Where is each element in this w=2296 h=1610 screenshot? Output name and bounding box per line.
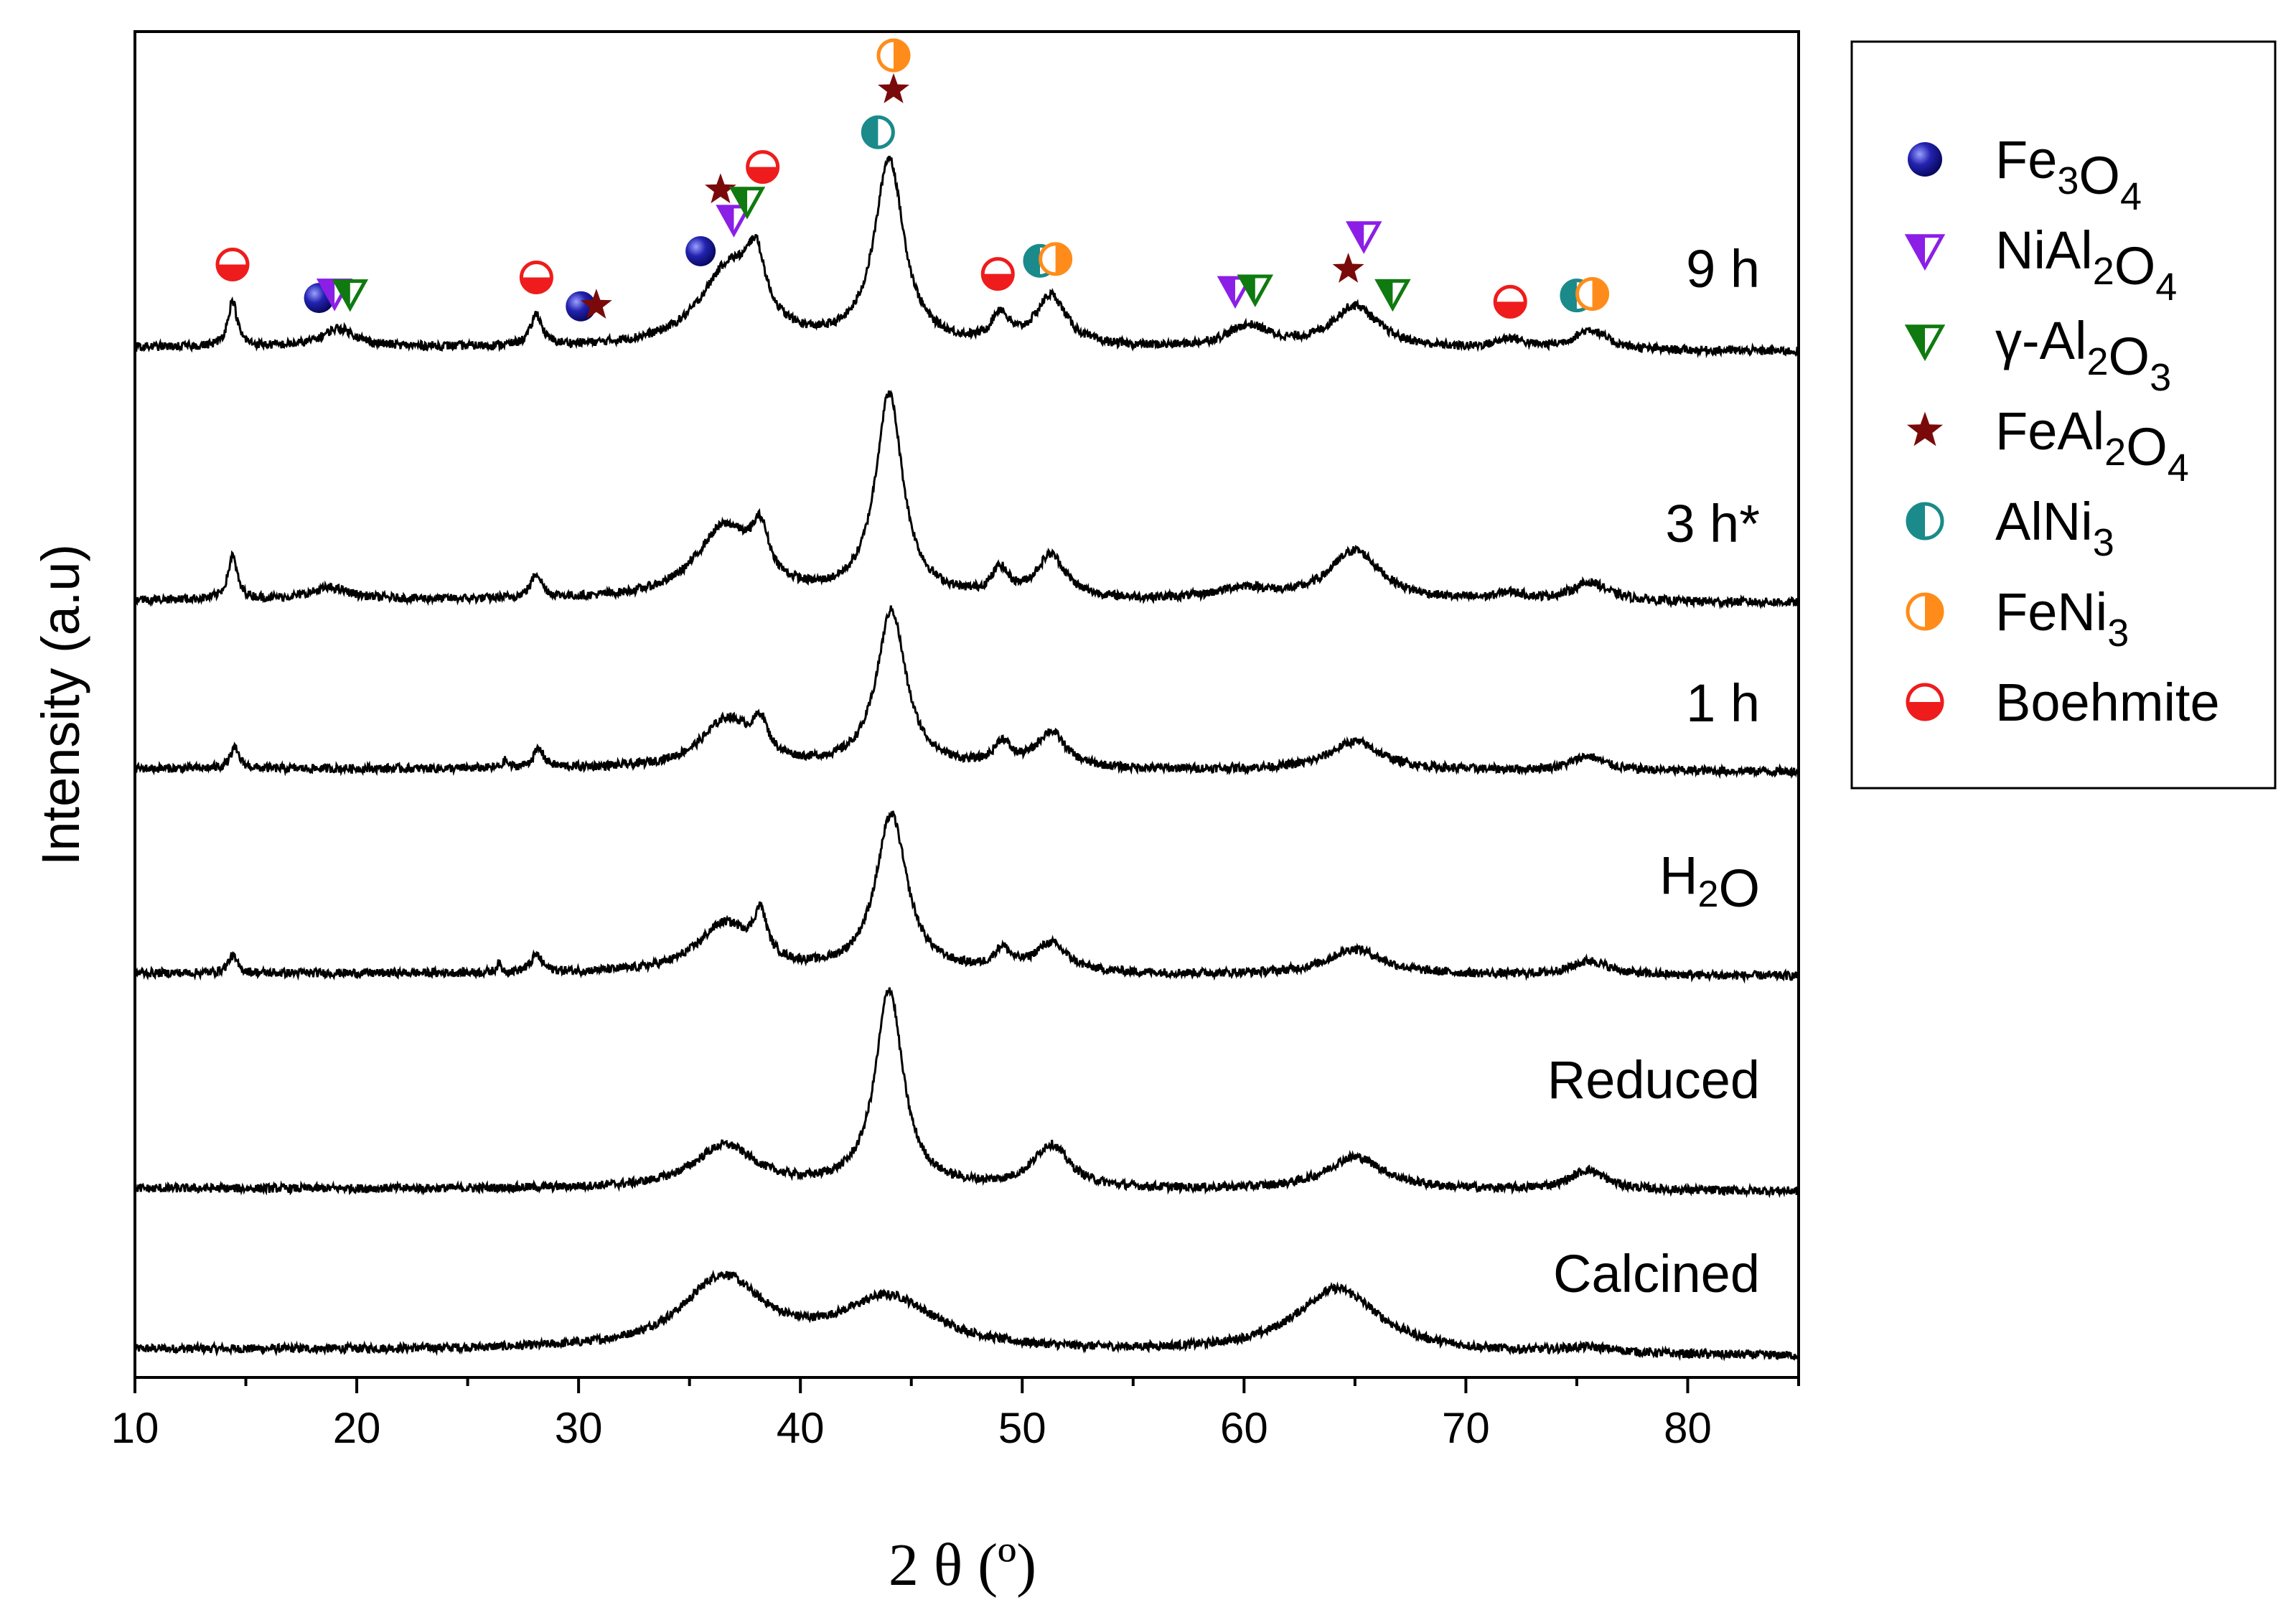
- marker-al2o3: [1374, 279, 1411, 312]
- series-line-9h: [133, 155, 1800, 359]
- series-label: H2O: [1659, 846, 1760, 918]
- legend-label-al2o3: γ-Al2O3: [1995, 311, 2171, 399]
- marker-boehmite: [980, 257, 1015, 291]
- marker-al2o3: [1237, 274, 1274, 308]
- legend-symbol-feni3: [1906, 592, 1944, 631]
- legend-symbol-alni3: [1906, 502, 1944, 540]
- phase-markers: [215, 38, 1610, 322]
- marker-boehmite: [519, 260, 553, 294]
- marker-nial2o4: [1345, 221, 1382, 254]
- x-tick-label: 30: [555, 1404, 603, 1452]
- series-line-Reduced: [133, 987, 1800, 1199]
- series-line-Calcined: [133, 1269, 1800, 1362]
- marker-boehmite: [746, 150, 780, 184]
- legend-symbol-boehmite: [1906, 683, 1944, 721]
- legend-label-feal2o4: FeAl2O4: [1995, 401, 2189, 490]
- legend-symbol-fe3o4: [1908, 142, 1942, 177]
- series-label: 1 h: [1686, 673, 1760, 733]
- marker-feni3: [876, 38, 911, 72]
- marker-nial2o4: [716, 205, 752, 238]
- marker-fe3o4: [685, 235, 716, 266]
- legend-label-fe3o4: Fe3O4: [1995, 130, 2142, 218]
- series-line-H2O: [133, 810, 1800, 984]
- series-label: 9 h: [1686, 239, 1760, 299]
- series-labels: Calcined Reduced H2O 1 h 3 h* 9 h: [1547, 239, 1760, 1304]
- series-layer: [133, 155, 1800, 1362]
- series-line-3h: [133, 390, 1800, 610]
- x-tick-label: 40: [777, 1404, 825, 1452]
- x-tick-label: 50: [998, 1404, 1046, 1452]
- marker-al2o3: [332, 279, 369, 312]
- x-axis-ticks: 10 20 30 40 50 60 70 80: [111, 1377, 1800, 1452]
- marker-boehmite: [215, 248, 250, 282]
- legend-label-nial2o4: NiAl2O4: [1995, 220, 2177, 309]
- marker-boehmite: [1493, 284, 1527, 319]
- plot-frame: [133, 30, 1800, 1379]
- series-label: Calcined: [1553, 1244, 1760, 1304]
- marker-feni3: [1575, 276, 1610, 311]
- y-axis-title: Intensity (a.u): [31, 544, 90, 866]
- legend-label-alni3: AlNi3: [1995, 492, 2114, 564]
- marker-al2o3: [728, 187, 766, 220]
- legend-label-feni3: FeNi3: [1995, 582, 2129, 655]
- x-tick-label: 70: [1442, 1404, 1490, 1452]
- marker-feni3: [1039, 242, 1073, 276]
- x-tick-label: 80: [1664, 1404, 1712, 1452]
- series-line-1h: [133, 605, 1800, 780]
- series-label: 3 h*: [1665, 494, 1760, 553]
- marker-feal2o4: [705, 173, 736, 204]
- marker-feal2o4: [878, 73, 909, 103]
- legend-symbol-al2o3: [1904, 324, 1946, 362]
- x-tick-label: 60: [1220, 1404, 1268, 1452]
- marker-feal2o4: [1332, 253, 1364, 283]
- marker-feal2o4: [580, 289, 612, 319]
- x-tick-label: 20: [333, 1404, 381, 1452]
- legend-symbol-feal2o4: [1906, 411, 1944, 446]
- marker-alni3: [861, 115, 895, 149]
- legend-symbol-nial2o4: [1904, 234, 1946, 271]
- x-axis-title: 2 θ (º): [889, 1532, 1036, 1599]
- legend-label-boehmite: Boehmite: [1995, 673, 2220, 732]
- series-label: Reduced: [1547, 1050, 1760, 1110]
- x-tick-label: 10: [111, 1404, 159, 1452]
